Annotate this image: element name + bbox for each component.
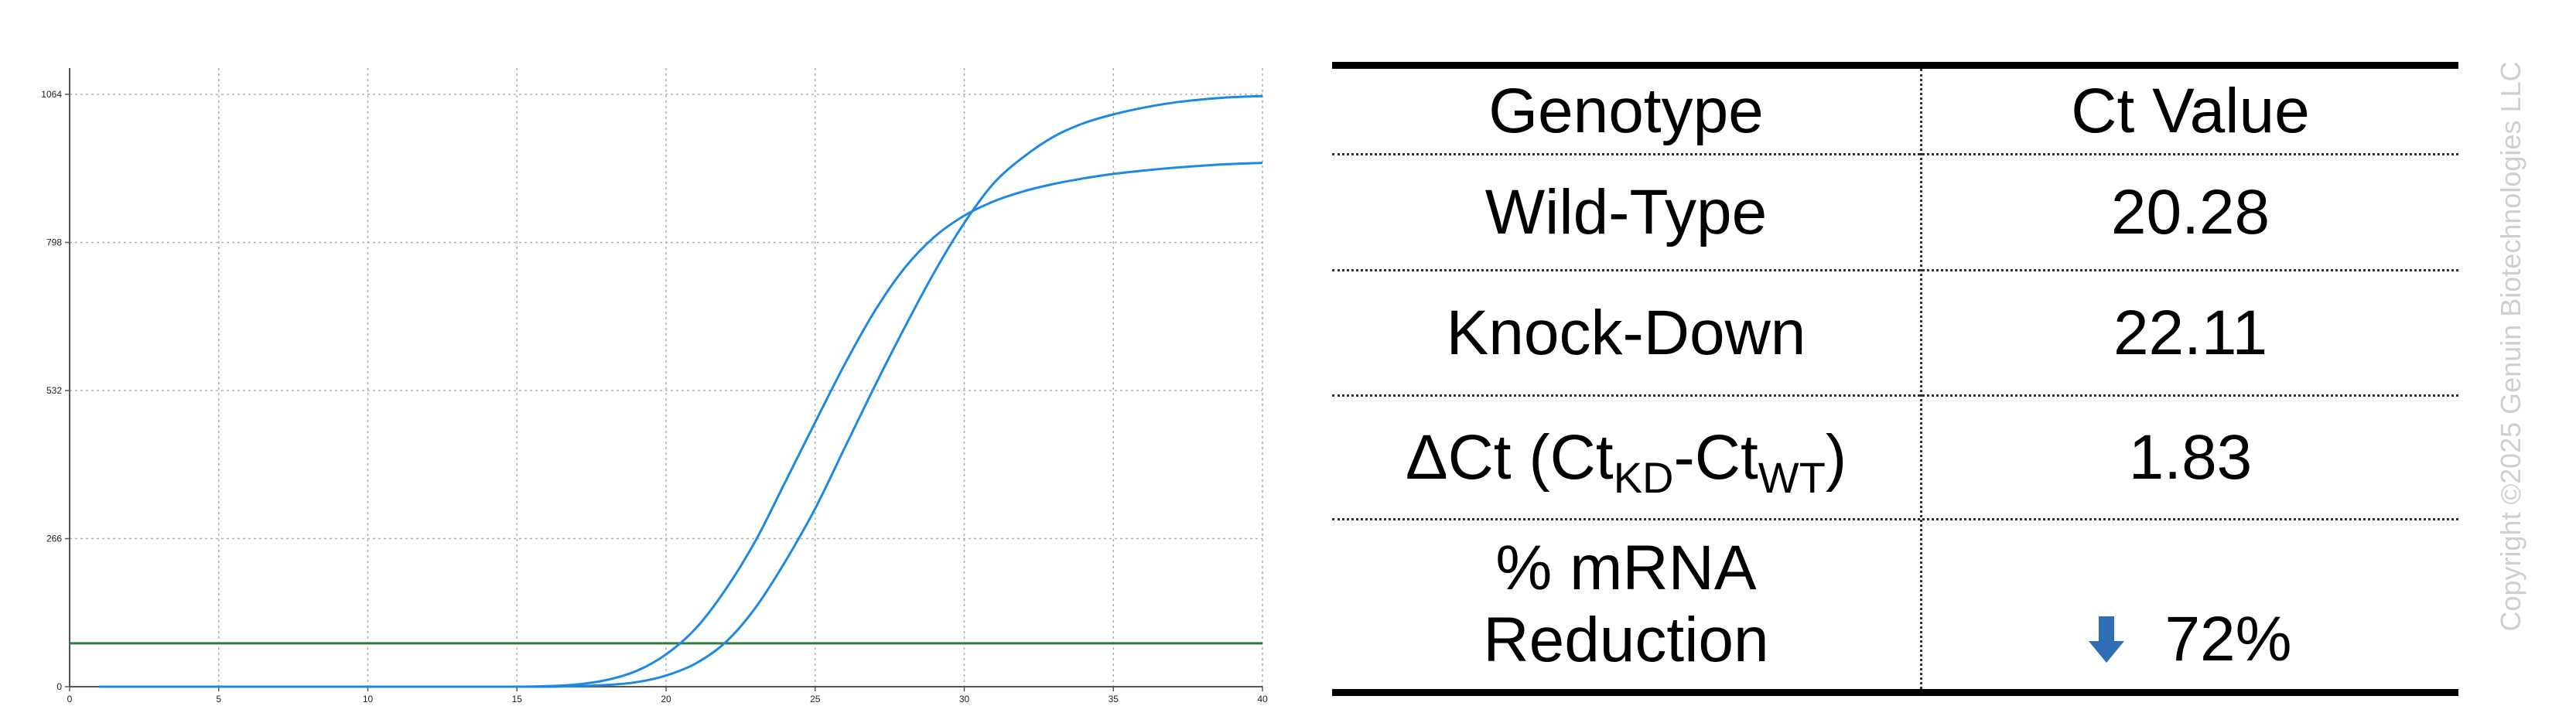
y-tick-label: 0 <box>56 681 62 692</box>
reduction-label-line2: Reduction <box>1483 605 1769 675</box>
amplification-chart: 0 5 10 15 20 25 30 35 40 0 266 532 798 1064 <box>41 68 1268 704</box>
series-curves <box>70 94 1263 688</box>
x-tick-label: 30 <box>959 694 970 704</box>
x-tick-label: 40 <box>1257 694 1268 704</box>
row-delta-ct-label: ΔCt (CtKD-CtWT) <box>1332 397 1920 518</box>
reduction-label-line1: % mRNA <box>1495 533 1757 604</box>
row-wild-type-value: 20.28 <box>2110 176 2270 247</box>
tick-labels: 0 5 10 15 20 25 30 35 40 0 266 532 798 1064 <box>41 89 1268 704</box>
grid-lines <box>70 68 1263 687</box>
row-reduction-label: % mRNA Reduction <box>1332 520 1920 689</box>
arrow-down-icon <box>2089 616 2125 663</box>
x-tick-label: 25 <box>810 694 821 704</box>
y-tick-label: 1064 <box>41 89 62 100</box>
header-ct-value: Ct Value <box>2071 75 2310 146</box>
x-tick-label: 35 <box>1109 694 1119 704</box>
table-row-rule <box>1332 394 2458 397</box>
y-tick-label: 266 <box>46 534 62 544</box>
table-header-rule <box>1332 153 2458 155</box>
y-tick-label: 798 <box>46 237 62 248</box>
table-column-divider <box>1920 69 1922 689</box>
copyright-watermark: Copyright ©2025 Genuin Biotechnologies L… <box>2495 61 2526 632</box>
row-knock-down-label: Knock-Down <box>1446 297 1806 368</box>
table-row-rule <box>1332 518 2458 520</box>
header-genotype: Genotype <box>1488 75 1764 146</box>
row-wild-type-label: Wild-Type <box>1484 176 1768 247</box>
table-bottom-rule <box>1332 689 2458 696</box>
x-tick-label: 20 <box>661 694 671 704</box>
delta-ct-text: ΔCt (CtKD-CtWT) <box>1405 421 1847 502</box>
reduction-value: 72% <box>2164 604 2292 674</box>
y-tick-label: 532 <box>46 385 62 396</box>
x-tick-label: 0 <box>67 694 73 704</box>
row-reduction-value: 72% <box>1922 520 2458 689</box>
axes <box>65 68 1263 691</box>
table-top-rule <box>1332 62 2458 69</box>
amplification-curve-2 <box>99 94 1263 688</box>
x-tick-label: 15 <box>512 694 523 704</box>
x-tick-label: 10 <box>363 694 374 704</box>
row-knock-down-value: 22.11 <box>2113 297 2268 368</box>
table-row-rule <box>1332 269 2458 271</box>
row-delta-ct-value: 1.83 <box>2128 421 2253 493</box>
x-tick-label: 5 <box>216 694 221 704</box>
amplification-curve-1 <box>99 162 1263 688</box>
ct-value-table: Genotype Ct Value Wild-Type 20.28 Knock-… <box>1332 62 2458 696</box>
